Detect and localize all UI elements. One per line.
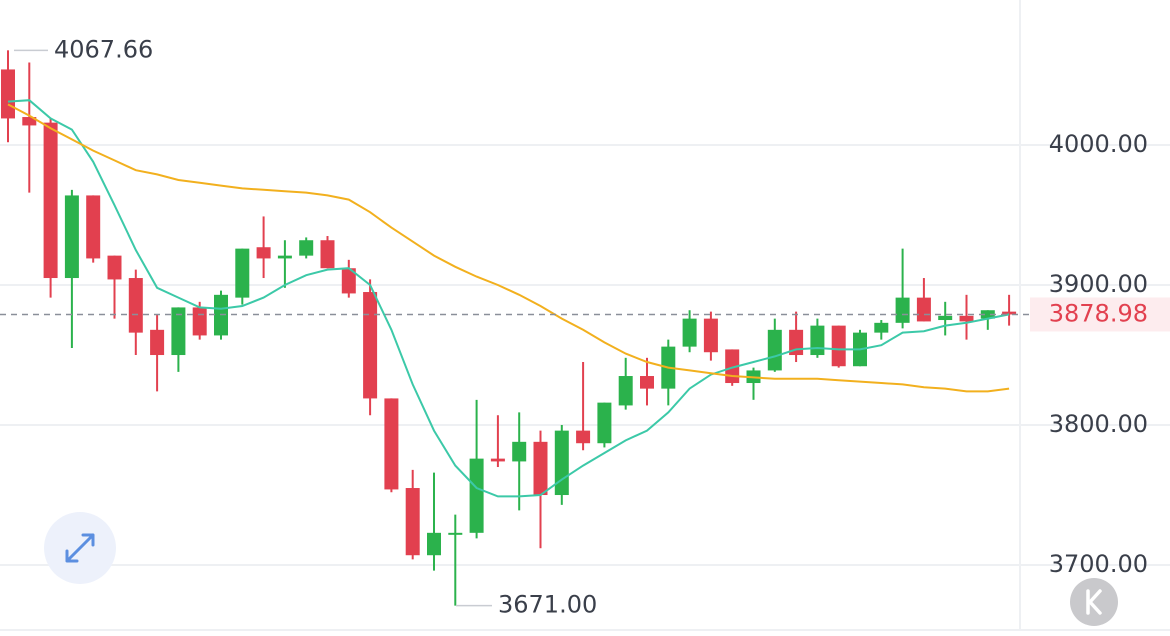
candle-body xyxy=(490,458,505,462)
candle-body xyxy=(405,488,420,556)
candle-body xyxy=(235,248,250,298)
last-price-bg xyxy=(1030,297,1170,332)
grid xyxy=(0,144,1170,567)
candle-body xyxy=(512,441,527,462)
candle-body xyxy=(831,325,846,367)
last-price-label: 3878.98 xyxy=(1049,299,1148,327)
expand-button[interactable] xyxy=(44,512,116,584)
candle-body xyxy=(86,195,101,259)
labels: 3700.00 3800.00 3900.00 4000.00 4067.66 3671.… xyxy=(0,35,1170,619)
y-tick-label: 3800.00 xyxy=(1049,410,1148,438)
candle-body xyxy=(469,458,484,533)
candle-body xyxy=(597,402,612,444)
candle-body xyxy=(320,240,335,269)
low-label: 3671.00 xyxy=(498,591,597,619)
candle-body xyxy=(576,430,591,444)
kline-icon[interactable] xyxy=(1086,589,1102,615)
candle-body xyxy=(874,322,889,333)
candle-body xyxy=(64,195,79,279)
plot xyxy=(1,50,1017,606)
candle-body xyxy=(980,310,995,319)
candle-body xyxy=(43,122,58,279)
moving-average-line xyxy=(7,103,1010,393)
candle-body xyxy=(554,430,569,496)
candle-body xyxy=(938,315,953,321)
kline-button[interactable] xyxy=(1070,578,1118,626)
kline-button-bg[interactable] xyxy=(1070,578,1118,626)
candle-body xyxy=(448,532,463,535)
candle-body xyxy=(341,268,356,294)
candle-body xyxy=(618,376,633,406)
candle-body xyxy=(128,278,143,333)
y-tick-label: 3700.00 xyxy=(1049,550,1148,578)
candle-body xyxy=(810,325,825,356)
candle-body xyxy=(22,117,37,126)
candle-body xyxy=(533,441,548,496)
candle-body xyxy=(150,329,165,356)
candle-body xyxy=(277,255,292,259)
candle-body xyxy=(682,318,697,347)
candle-body xyxy=(895,297,910,323)
candle-body xyxy=(107,255,122,280)
candle-body xyxy=(703,318,718,353)
expand-icon[interactable] xyxy=(65,533,95,563)
candle-body xyxy=(171,307,186,356)
candle-body xyxy=(427,532,441,556)
candle-body xyxy=(916,297,931,322)
moving-average-line xyxy=(7,99,1010,498)
candle-body xyxy=(1,69,15,119)
y-tick-label: 3900.00 xyxy=(1049,270,1148,298)
candle-body xyxy=(192,307,207,336)
candle-body xyxy=(384,398,399,490)
candle-body xyxy=(256,247,271,259)
y-tick-label: 4000.00 xyxy=(1049,130,1148,158)
candle-body xyxy=(640,376,654,389)
candle-body xyxy=(299,240,314,256)
high-label: 4067.66 xyxy=(54,35,153,63)
candle-body xyxy=(1002,311,1017,315)
candle-body xyxy=(767,329,782,371)
candle-body xyxy=(363,292,378,399)
candle-body xyxy=(959,315,974,322)
